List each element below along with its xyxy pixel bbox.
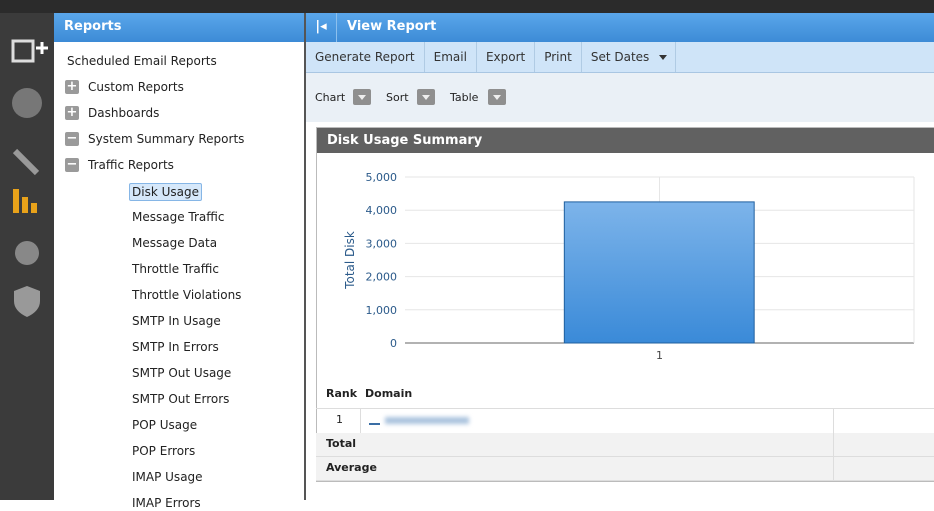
tree-item[interactable]: System Summary Reports [88,132,245,146]
reports-icon[interactable] [13,189,37,213]
x-tick-label: 1 [656,349,663,362]
panel-title: View Report [347,19,437,34]
tree-item[interactable]: IMAP Errors [132,496,201,510]
options-bar [306,73,934,122]
tree-item[interactable]: Traffic Reports [88,158,174,172]
tree-item[interactable]: Dashboards [88,106,160,120]
bar [563,201,755,344]
footer-label: Average [326,461,377,474]
option-dropdown[interactable] [488,89,506,105]
nav-icons [11,39,48,317]
expander[interactable]: − [65,131,79,146]
tree-item[interactable]: SMTP In Errors [132,340,219,354]
toolbar: Generate Report Email Export Print Set Dates [306,42,934,73]
tree-item[interactable]: SMTP Out Usage [132,366,232,380]
cell: 1 [336,413,343,426]
y-tick-label: 4,000 [366,204,398,217]
tree-item[interactable]: Custom Reports [88,80,184,94]
toolbar-button[interactable]: Generate Report [306,42,425,72]
option-label: Sort [386,91,409,104]
nav-bar [0,13,54,500]
tree-item[interactable]: POP Usage [132,418,198,432]
tools-icon[interactable] [12,148,40,176]
chart-title: Disk Usage Summary [317,128,934,153]
footer-row [316,433,934,457]
tree-item[interactable]: Message Traffic [132,210,225,224]
option-dropdown[interactable] [353,89,371,105]
domain-link[interactable] [385,417,469,424]
view-panel: |◂ View Report Generate Report Email Expor… [306,13,934,500]
y-tick-label: 5,000 [366,171,398,184]
column-divider [833,408,834,433]
dropdown-arrow [659,55,668,64]
tree-item[interactable]: Scheduled Email Reports [67,54,217,68]
tree-item[interactable]: Throttle Violations [132,288,242,302]
column-header: Rank [326,387,358,400]
tree-item[interactable]: POP Errors [132,444,196,458]
column-divider [360,408,361,433]
y-tick-label: 1,000 [366,304,398,317]
toolbar-button[interactable]: Print [535,42,582,72]
column-divider [833,433,834,457]
y-axis-label: Total Disk [343,231,357,290]
y-tick-label: 0 [390,337,397,350]
footer-label: Total [326,437,357,450]
tree-item[interactable]: SMTP In Usage [132,314,221,328]
edit-icon[interactable] [11,39,35,63]
security-icon[interactable] [14,286,40,317]
option-label: Chart [315,91,346,104]
collapse-button[interactable]: |◂ [306,13,337,42]
footer-row [316,457,934,481]
toolbar-button[interactable]: Set Dates [582,42,677,72]
download-icon[interactable] [369,414,380,425]
settings-icon[interactable] [15,241,39,265]
chart: 0 1,000 2,000 3,000 4,000 5,000 Total Disk 1 [343,171,915,362]
option-dropdown[interactable] [417,89,435,105]
tree-item[interactable]: Message Data [132,236,218,250]
tree-item[interactable]: IMAP Usage [132,470,203,484]
toolbar-button[interactable]: Email [425,42,477,72]
tree-item[interactable]: Throttle Traffic [132,262,219,276]
expander[interactable]: − [65,157,79,172]
reports-panel: Reports [54,13,306,500]
panel-header: |◂ View Report [306,13,934,42]
expander[interactable]: + [65,105,79,120]
chart-panel: Disk Usage Summary [316,127,934,482]
toolbar-button[interactable]: Export [477,42,536,72]
option-label: Table [450,91,479,104]
globe-icon[interactable] [12,88,42,118]
tree-item[interactable]: Disk Usage [129,183,202,201]
top-bar [0,0,934,13]
column-header: Domain [365,387,413,400]
column-divider [833,457,834,481]
panel-title: Reports [54,13,304,42]
y-tick-label: 2,000 [366,271,398,284]
expander[interactable]: + [65,79,79,94]
tree-item[interactable]: SMTP Out Errors [132,392,230,406]
y-tick-label: 3,000 [366,237,398,250]
